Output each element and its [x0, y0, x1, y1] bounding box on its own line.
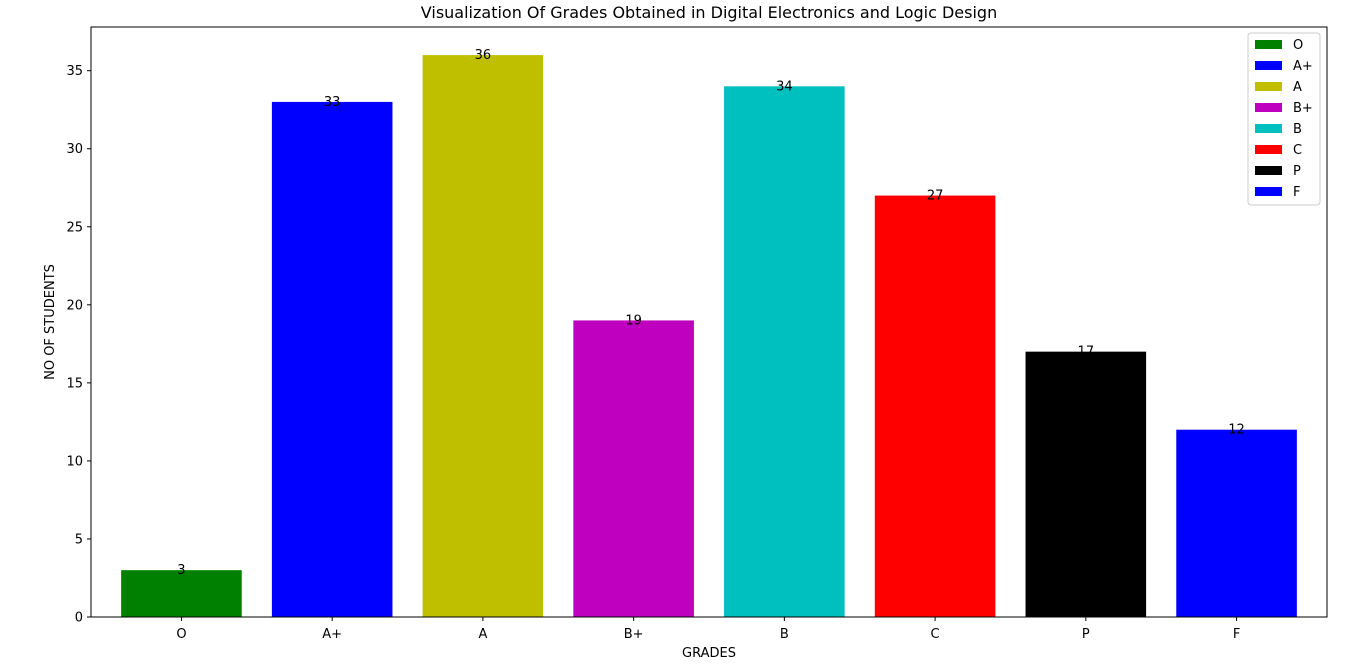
legend-label: P: [1293, 164, 1301, 179]
bar-c: [874, 195, 996, 618]
y-axis-title: NO OF STUDENTS: [43, 264, 58, 380]
x-axis-title: GRADES: [682, 646, 736, 661]
data-label: 19: [625, 313, 642, 328]
data-label: 33: [324, 95, 341, 110]
x-tick-label: O: [176, 627, 186, 642]
legend-label: A+: [1293, 59, 1313, 74]
y-tick-label: 30: [66, 142, 83, 157]
plot-area: 3 O 33 A+ 36 A 19 B+ 34 B 27 C 17 P 12 F 0 5 10 15 20 25 30 35: [66, 26, 1328, 642]
legend-label: C: [1293, 143, 1302, 158]
data-label: 12: [1228, 423, 1245, 438]
y-tick-label: 20: [66, 298, 83, 313]
legend-label: F: [1293, 185, 1300, 200]
legend-swatch: [1255, 61, 1282, 70]
y-tick-label: 35: [66, 64, 83, 79]
legend-swatch: [1255, 103, 1282, 112]
x-tick-label: B: [780, 627, 789, 642]
data-label: 36: [475, 48, 492, 63]
x-tick-label: B+: [624, 627, 644, 642]
legend-label: B: [1293, 122, 1302, 137]
y-tick-label: 5: [75, 532, 83, 547]
x-tick-label: F: [1233, 627, 1240, 642]
data-label: 34: [776, 79, 793, 94]
y-tick-label: 0: [75, 611, 83, 626]
legend-swatch: [1255, 40, 1282, 49]
x-tick-label: P: [1082, 627, 1090, 642]
bar-f: [1176, 429, 1297, 617]
bar-b: [724, 86, 845, 617]
legend-label: B+: [1293, 101, 1313, 116]
legend-swatch: [1255, 187, 1282, 196]
x-tick-label: A: [478, 627, 487, 642]
y-tick-label: 15: [66, 376, 83, 391]
data-label: 17: [1078, 345, 1095, 360]
legend-swatch: [1255, 124, 1282, 133]
y-tick-label: 10: [66, 454, 83, 469]
x-tick-label: A+: [322, 627, 342, 642]
legend-label: O: [1293, 38, 1303, 53]
bar-a: [422, 55, 544, 618]
chart-title: Visualization Of Grades Obtained in Digi…: [421, 3, 997, 22]
data-label: 27: [927, 189, 944, 204]
legend-box: [1247, 32, 1321, 206]
legend-label: A: [1293, 80, 1302, 95]
x-tick-label: C: [931, 627, 940, 642]
bar-a-plus: [271, 101, 393, 617]
bar-o: [121, 570, 242, 617]
legend-swatch: [1255, 82, 1282, 91]
legend-swatch: [1255, 145, 1282, 154]
bar-p: [1025, 351, 1147, 617]
legend-swatch: [1255, 166, 1282, 175]
plot-frame: [90, 26, 1328, 618]
bar-b-plus: [573, 320, 694, 617]
y-tick-label: 25: [66, 220, 83, 235]
data-label: 3: [177, 563, 185, 578]
